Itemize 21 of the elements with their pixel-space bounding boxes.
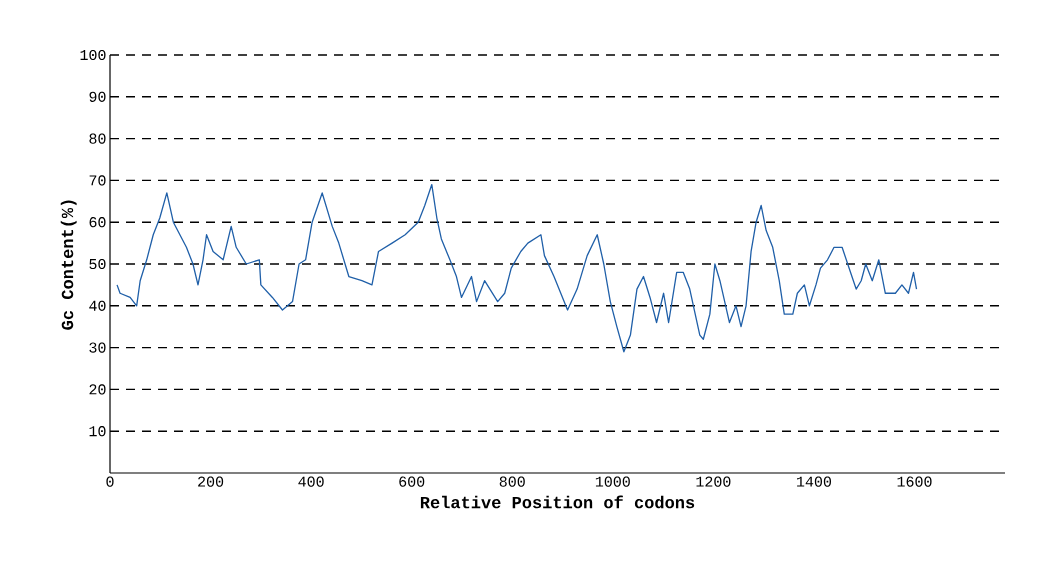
y-tick-label: 50	[89, 258, 106, 270]
y-axis-title: Gc Content(%)	[60, 200, 77, 330]
y-tick-label: 30	[89, 342, 106, 353]
y-tick-label: 10	[89, 426, 106, 437]
x-tick-label: 1200	[696, 476, 731, 487]
x-tick-label: 1400	[797, 476, 832, 487]
x-axis-title: Relative Position of codons	[420, 495, 695, 509]
y-tick-label: 60	[89, 217, 106, 228]
x-tick-label: 200	[198, 476, 224, 487]
y-tick-label: 70	[89, 175, 106, 186]
y-tick-label: 40	[89, 300, 106, 311]
y-tick-label: 90	[89, 91, 106, 102]
y-tick-label: 100	[80, 49, 106, 61]
x-tick-label: 600	[399, 476, 425, 487]
x-tick-label: 400	[298, 476, 324, 487]
y-tick-label: 80	[89, 133, 106, 144]
x-tick-label: 0	[106, 476, 114, 487]
x-tick-label: 1000	[595, 476, 630, 487]
x-tick-label: 800	[499, 476, 525, 487]
x-tick-label: 1600	[897, 476, 932, 487]
y-tick-label: 20	[89, 384, 106, 395]
